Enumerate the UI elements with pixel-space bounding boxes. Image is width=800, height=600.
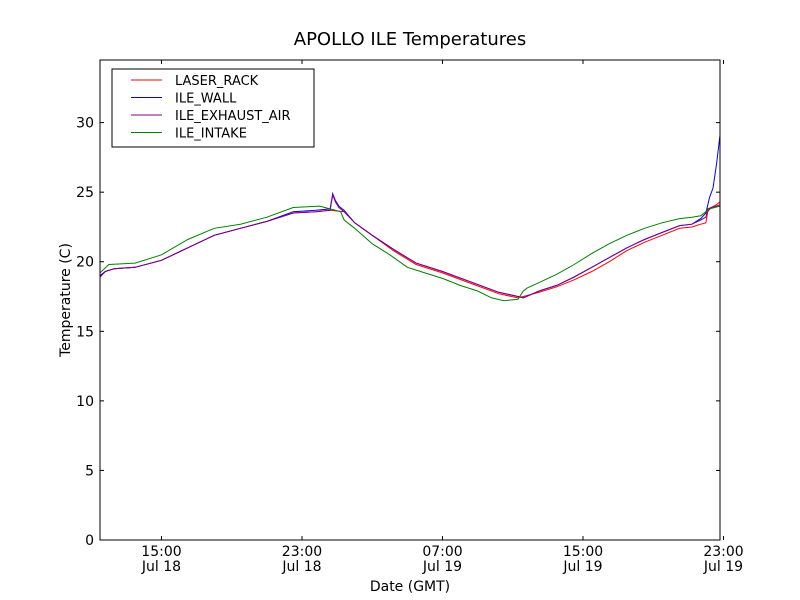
chart-title: APOLLO ILE Temperatures <box>294 29 526 50</box>
y-tick-label: 10 <box>76 394 94 410</box>
legend-box <box>111 68 315 148</box>
x-tick-label-time: 07:00 <box>422 544 462 560</box>
x-tick-label-date: Jul 18 <box>281 559 321 575</box>
legend-label-laser-rack: LASER_RACK <box>175 74 259 89</box>
x-tick-label-time: 15:00 <box>141 544 181 560</box>
legend-label-ile-wall: ILE_WALL <box>175 92 237 107</box>
series-line-ile-wall <box>100 135 720 299</box>
series-line-ile-intake <box>100 205 720 302</box>
x-tick-label-time: 15:00 <box>563 544 603 560</box>
y-tick-label: 5 <box>85 463 94 479</box>
x-tick-label-date: Jul 18 <box>141 559 181 575</box>
x-axis-label: Date (GMT) <box>370 579 450 595</box>
plot-area-frame <box>99 59 721 541</box>
y-tick-label: 20 <box>76 255 94 271</box>
y-tick-label: 15 <box>76 324 94 340</box>
y-axis-label: Temperature (C) <box>58 243 74 358</box>
x-tick-label-time: 23:00 <box>703 544 743 560</box>
series-line-ile-exhaust-air <box>100 193 720 299</box>
legend-label-ile-intake: ILE_INTAKE <box>175 127 247 142</box>
y-tick-label: 0 <box>85 533 94 549</box>
legend-label-ile-exhaust-air: ILE_EXHAUST_AIR <box>175 109 291 124</box>
x-tick-label-date: Jul 19 <box>562 559 602 575</box>
x-tick-label-time: 23:00 <box>282 544 322 560</box>
x-tick-label-date: Jul 19 <box>703 559 743 575</box>
y-tick-label: 25 <box>76 185 94 201</box>
legend: LASER_RACK ILE_WALL ILE_EXHAUST_AIR ILE_INT… <box>111 68 315 148</box>
x-tick-label-date: Jul 19 <box>422 559 462 575</box>
y-tick-label: 30 <box>76 116 94 132</box>
series-line-laser-rack <box>100 201 720 299</box>
